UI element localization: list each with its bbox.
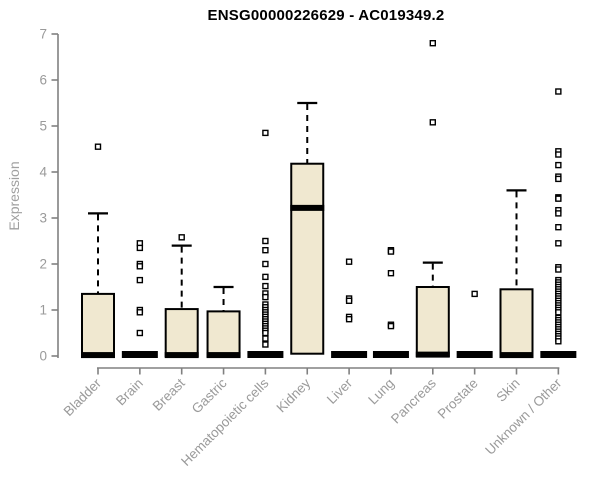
outlier-point — [555, 309, 562, 316]
x-tick-label-unknown-other: Unknown / Other — [482, 375, 565, 458]
box-liver — [331, 258, 368, 358]
outlier-point — [262, 341, 269, 348]
outlier-point — [262, 273, 269, 281]
median-line — [331, 351, 368, 358]
outlier-point — [387, 248, 395, 255]
box-body — [81, 292, 115, 357]
outlier-point — [471, 290, 478, 298]
median-line — [456, 351, 493, 358]
outlier-point — [555, 175, 562, 183]
outlier-point — [555, 151, 562, 158]
outlier-point — [262, 335, 269, 342]
box-lung — [372, 246, 409, 358]
y-tick-label: 7 — [39, 27, 47, 42]
outlier-point — [262, 329, 269, 337]
box-body — [164, 308, 199, 357]
outlier-point — [136, 329, 144, 337]
outlier-point — [555, 240, 562, 247]
outlier-point — [262, 246, 269, 254]
median-line — [372, 351, 409, 358]
box-brain — [121, 240, 158, 358]
y-tick-label: 2 — [39, 257, 47, 272]
box-hematopoietic-cells — [247, 129, 284, 358]
median-line — [247, 351, 284, 358]
outlier-point — [555, 195, 562, 202]
x-tick-label-gastric: Gastric — [189, 375, 230, 416]
outlier-point — [345, 297, 353, 304]
y-tick-label: 4 — [39, 165, 47, 180]
x-tick-label-kidney: Kidney — [274, 375, 314, 415]
x-tick-label-bladder: Bladder — [61, 375, 105, 419]
box-kidney — [290, 101, 325, 355]
median-line — [290, 204, 325, 211]
median-line — [81, 352, 115, 359]
outlier-point — [136, 309, 144, 316]
outlier-point — [178, 234, 185, 241]
x-tick-label-pancreas: Pancreas — [388, 375, 439, 426]
box-body — [206, 310, 241, 358]
outlier-point — [136, 263, 144, 270]
y-axis: 0 1 2 3 4 5 6 7 — [39, 27, 59, 364]
box-unknown-other — [540, 88, 577, 358]
median-line — [499, 352, 534, 359]
outlier-point — [262, 260, 269, 268]
outlier-point — [555, 161, 562, 169]
outlier-point — [345, 258, 353, 265]
outlier-point — [262, 282, 269, 290]
box-body — [415, 286, 450, 357]
x-tick-label-liver: Liver — [324, 375, 356, 407]
outlier-point — [345, 316, 353, 323]
outlier-point — [555, 88, 562, 95]
outlier-point — [555, 223, 562, 231]
y-tick-label: 3 — [39, 211, 47, 226]
outlier-point — [555, 210, 562, 217]
box-body — [290, 162, 325, 355]
y-tick-label: 0 — [39, 349, 47, 364]
y-tick-label: 5 — [39, 119, 47, 134]
median-line — [540, 351, 577, 358]
x-tick-label-skin: Skin — [493, 376, 522, 405]
outlier-point — [136, 244, 144, 252]
box-gastric — [206, 285, 241, 359]
x-tick-label-prostate: Prostate — [435, 376, 481, 422]
median-line — [206, 352, 241, 359]
box-bladder — [81, 143, 115, 359]
y-tick-label: 1 — [39, 303, 47, 318]
box-breast — [164, 234, 199, 359]
median-line — [164, 352, 199, 359]
chart-title: ENSG00000226629 - AC019349.2 — [207, 7, 445, 24]
y-tick-label: 6 — [39, 73, 47, 88]
x-tick-label-lung: Lung — [365, 376, 397, 408]
outlier-point — [555, 338, 562, 345]
outlier-point — [262, 129, 269, 137]
outlier-point — [262, 237, 269, 245]
box-body — [499, 288, 534, 357]
outlier-point — [387, 270, 395, 277]
outlier-point — [429, 40, 436, 47]
box-skin — [499, 189, 534, 359]
median-line — [121, 351, 158, 358]
x-tick-label-breast: Breast — [150, 375, 188, 413]
outlier-point — [555, 266, 562, 273]
median-line — [415, 351, 450, 358]
outlier-point — [387, 322, 395, 330]
outlier-point — [262, 293, 269, 301]
outlier-point — [94, 143, 102, 150]
x-tick-label-brain: Brain — [113, 376, 146, 409]
box-prostate — [456, 290, 493, 358]
box-pancreas — [415, 40, 450, 358]
outlier-point — [429, 119, 436, 126]
outlier-point — [136, 276, 144, 284]
